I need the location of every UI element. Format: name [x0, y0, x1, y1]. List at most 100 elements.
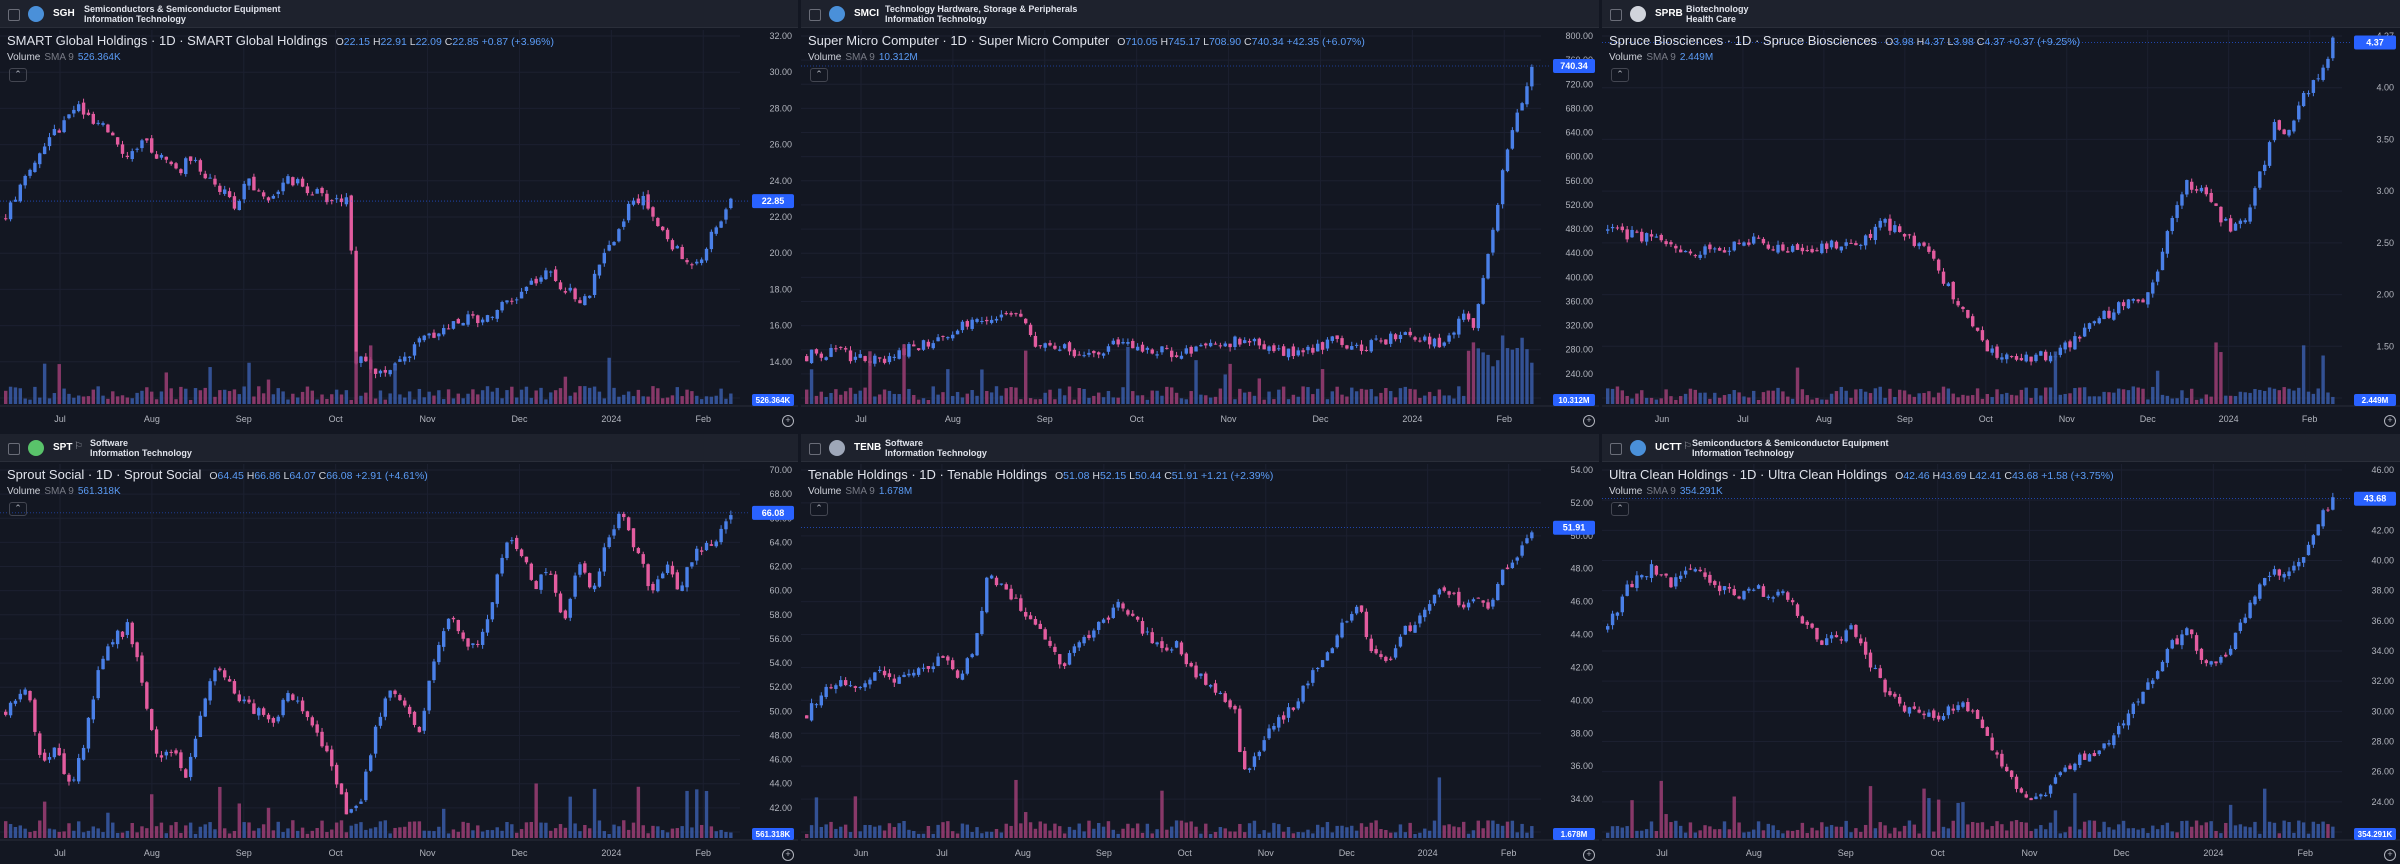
candle-body	[1530, 532, 1534, 539]
price-chart[interactable]: 4.374.003.503.002.502.001.501.00JunJulAu…	[1602, 0, 2400, 430]
candle-body	[2126, 299, 2131, 309]
collapse-legend-button[interactable]: ⌃	[1611, 502, 1629, 516]
y-tick-label: 42.00	[1570, 662, 1593, 672]
volume-bar	[1844, 820, 1848, 838]
volume-bar	[1722, 395, 1727, 404]
ohlc-o: 710.05	[1125, 36, 1158, 48]
price-chart[interactable]: 32.0030.0028.0026.0024.0022.0020.0018.00…	[0, 0, 798, 430]
candle-body	[237, 694, 242, 702]
collapse-legend-button[interactable]: ⌃	[1611, 68, 1629, 82]
x-tick-label: Oct	[329, 414, 344, 424]
volume-bar	[946, 821, 950, 838]
candle-body	[1432, 594, 1437, 604]
select-checkbox[interactable]	[1610, 9, 1622, 21]
select-checkbox[interactable]	[8, 9, 20, 21]
candle-body	[13, 199, 18, 202]
volume-bar	[1014, 387, 1018, 404]
select-checkbox[interactable]	[1610, 443, 1622, 455]
candle-body	[1825, 638, 1829, 646]
flag-icon[interactable]: ⚐	[74, 441, 83, 452]
ticker-symbol[interactable]: TENB	[854, 442, 882, 453]
volume-bar	[1082, 388, 1086, 404]
add-indicator-button[interactable]: +	[1583, 849, 1595, 861]
ticker-symbol[interactable]: SPRB	[1655, 8, 1683, 19]
collapse-legend-button[interactable]: ⌃	[9, 502, 27, 516]
ohlc-c: 740.34	[1251, 36, 1284, 48]
candle-body	[2224, 654, 2228, 657]
volume-bar	[1496, 823, 1500, 838]
volume-bar	[1520, 823, 1524, 838]
candle-body	[1491, 599, 1495, 607]
candle-body	[261, 708, 266, 715]
volume-bar	[383, 820, 388, 838]
chart-panel-uctt[interactable]: UCTT ⚐ Semiconductors & Semiconductor Equi…	[1602, 434, 2400, 864]
chart-panel-spt[interactable]: SPT ⚐ Software Information Technology 70.00 6…	[0, 434, 798, 864]
volume-bar	[926, 399, 931, 404]
volume-bar	[1630, 398, 1634, 404]
flag-icon[interactable]: ⚐	[1683, 441, 1692, 452]
volume-bar	[1669, 822, 1673, 838]
collapse-legend-button[interactable]: ⌃	[9, 68, 27, 82]
candle-body	[617, 229, 621, 242]
chart-panel-tenb[interactable]: TENB Software Information Technology 54.00 5…	[801, 434, 1599, 864]
volume-bar	[2009, 821, 2014, 838]
select-checkbox[interactable]	[809, 443, 821, 455]
ticker-symbol[interactable]: SMCI	[854, 8, 879, 19]
volume-bar	[1888, 833, 1892, 838]
price-chart[interactable]: 70.0068.0066.0064.0062.0060.0058.0056.00…	[0, 434, 798, 864]
price-chart[interactable]: 46.0044.0042.0040.0038.0036.0034.0032.00…	[1602, 434, 2400, 864]
x-tick-label: Aug	[1816, 414, 1832, 424]
ticker-symbol[interactable]: UCTT	[1655, 442, 1682, 453]
ticker-symbol[interactable]: SPT	[53, 442, 73, 453]
volume-bar	[951, 395, 955, 404]
volume-label: Volume	[808, 486, 842, 497]
add-indicator-button[interactable]: +	[2384, 415, 2396, 427]
volume-bar	[315, 827, 319, 838]
volume-bar	[2082, 821, 2087, 838]
volume-bar	[2233, 396, 2238, 404]
candle-body	[2014, 356, 2019, 360]
y-tick-label: 30.00	[769, 67, 792, 77]
collapse-legend-button[interactable]: ⌃	[810, 68, 828, 82]
volume-bar	[1286, 399, 1291, 404]
add-indicator-button[interactable]: +	[1583, 415, 1595, 427]
add-indicator-button[interactable]: +	[2384, 849, 2396, 861]
y-tick-label: 64.00	[769, 537, 792, 547]
candle-body	[1277, 717, 1281, 728]
chart-panel-sgh[interactable]: SGH Semiconductors & Semiconductor Equipm…	[0, 0, 798, 430]
ticker-symbol[interactable]: SGH	[53, 8, 75, 19]
volume-bar	[641, 825, 645, 838]
collapse-legend-button[interactable]: ⌃	[810, 502, 828, 516]
volume-bar	[23, 398, 27, 404]
x-tick-label: Dec	[1312, 414, 1329, 424]
candle-body	[912, 672, 916, 676]
candle-body	[437, 645, 441, 663]
volume-bar	[1320, 827, 1325, 838]
add-indicator-button[interactable]: +	[782, 415, 794, 427]
add-indicator-button[interactable]: +	[782, 849, 794, 861]
candle-body	[1654, 565, 1659, 575]
x-tick-label: 2024	[2203, 848, 2223, 858]
volume-bar	[1893, 827, 1897, 838]
price-chart[interactable]: 54.0052.0050.0048.0046.0044.0042.0040.00…	[801, 434, 1599, 864]
candle-body	[150, 709, 154, 730]
chart-panel-smci[interactable]: SMCI Technology Hardware, Storage & Perip…	[801, 0, 1599, 430]
candle-body	[1800, 247, 1805, 252]
volume-bar	[1873, 828, 1878, 838]
select-checkbox[interactable]	[809, 9, 821, 21]
volume-bar	[2063, 393, 2067, 404]
price-chart[interactable]: 800.00760.00720.00680.00640.00600.00560.…	[801, 0, 1599, 430]
candle-body	[77, 758, 81, 782]
volume-bar	[1097, 392, 1101, 404]
volume-bar	[369, 828, 373, 838]
candle-body	[1679, 249, 1683, 253]
ohlc-values: O51.08 H52.15 L50.44 C51.91 +1.21 (+2.39…	[1055, 470, 1273, 482]
x-tick-label: Aug	[144, 414, 160, 424]
volume-bar	[980, 369, 984, 404]
candle-body	[1854, 624, 1858, 637]
volume-bar	[2190, 826, 2194, 838]
select-checkbox[interactable]	[8, 443, 20, 455]
candle-body	[1956, 705, 1960, 710]
candle-body	[848, 685, 853, 687]
